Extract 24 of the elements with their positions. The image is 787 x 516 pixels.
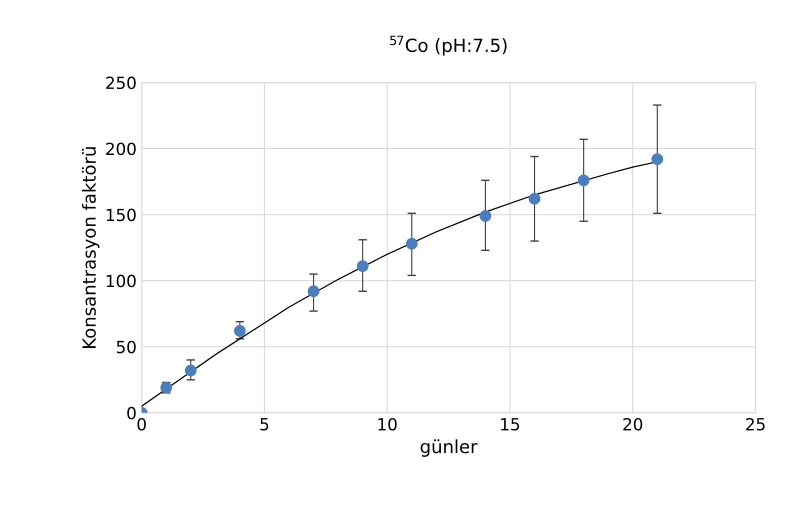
point — [356, 260, 368, 272]
point — [308, 285, 320, 298]
point — [651, 153, 664, 166]
y-tick-label: 0 — [127, 406, 136, 420]
point — [184, 364, 197, 376]
y-axis-title: Konsantrasyon faktörü — [82, 147, 100, 348]
x-tick-label: 20 — [623, 418, 642, 431]
x-axis-title: günler — [420, 439, 478, 457]
y-tick-label: 150 — [106, 208, 136, 222]
y-tick-label: 50 — [116, 340, 136, 354]
point — [480, 210, 492, 222]
x-tick-label: 15 — [501, 418, 520, 431]
chart-title: $^{57}$Co (pH:7.5) — [390, 36, 507, 56]
y-tick-label: 100 — [106, 274, 136, 288]
x-tick-label: 10 — [378, 418, 397, 431]
point — [578, 174, 590, 186]
point — [406, 238, 418, 250]
x-tick-label: 25 — [746, 418, 765, 431]
point — [528, 192, 540, 205]
y-tick-label: 250 — [106, 76, 136, 90]
x-tick-label: 0 — [137, 418, 146, 431]
x-tick-label: 5 — [260, 418, 268, 431]
y-tick-label: 200 — [106, 142, 136, 156]
point — [234, 325, 246, 337]
